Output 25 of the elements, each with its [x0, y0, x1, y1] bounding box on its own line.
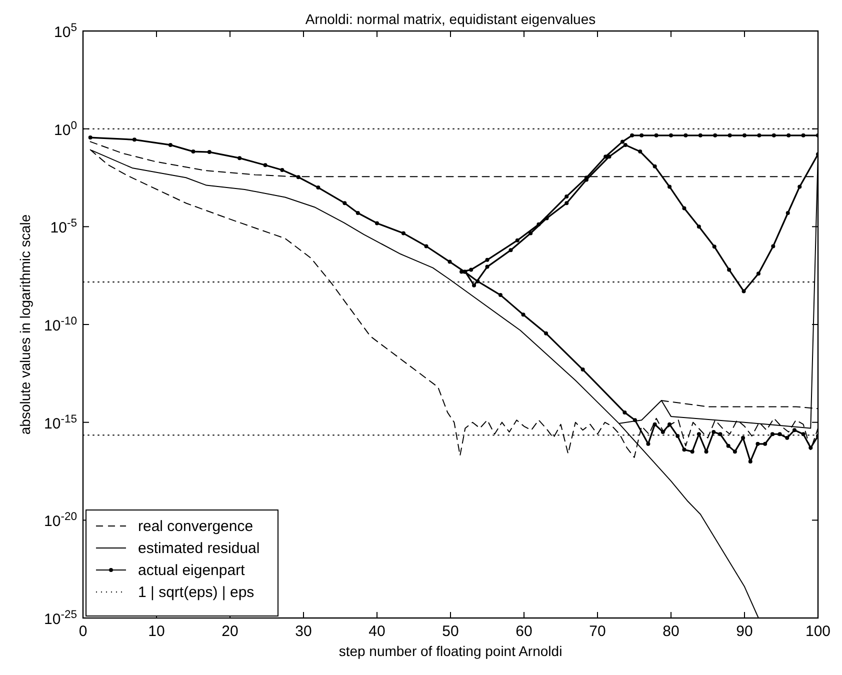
x-tick-label: 70 — [589, 623, 606, 640]
x-tick-label: 80 — [662, 623, 680, 640]
x-tick-label: 0 — [78, 623, 88, 640]
y-tick-label: 10$^{-5}$ — [50, 218, 77, 237]
x-tick-label: 50 — [442, 623, 459, 640]
y-tick-label: 10$^{-10}$ — [44, 316, 77, 334]
x-tick-label: 10 — [148, 623, 165, 640]
y-tick-label: 10$^{-20}$ — [44, 511, 77, 530]
chart-title: Arnoldi: normal matrix, equidistant eigenvalues — [305, 11, 596, 27]
x-axis-title: step number of floating point Arnoldi — [338, 643, 562, 659]
y-tick-label: 10$^{5}$ — [54, 22, 77, 41]
y-tick-label: 10$^{-15}$ — [44, 413, 77, 432]
y-tick-label: 10$^{0}$ — [54, 120, 77, 139]
legend-label: estimated residual — [138, 540, 260, 557]
y-tick-label: 10$^{-25}$ — [44, 609, 77, 628]
x-tick-label: 100 — [805, 623, 831, 640]
y-axis-title: absolute values in logarithmic scale — [17, 214, 33, 435]
legend-label: real convergence — [138, 518, 254, 535]
x-tick-label: 20 — [222, 623, 238, 640]
legend-label: actual eigenpart — [138, 562, 246, 579]
x-tick-label: 60 — [516, 623, 532, 640]
x-tick-label: 40 — [368, 623, 386, 640]
legend-label: 1 | sqrt(eps) | eps — [138, 584, 254, 601]
x-tick-label: 90 — [736, 623, 753, 640]
x-tick-label: 30 — [295, 623, 312, 640]
